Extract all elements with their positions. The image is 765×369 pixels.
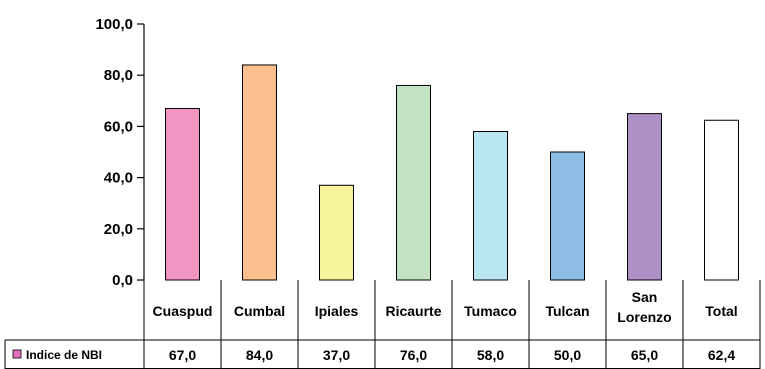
legend-swatch [12,349,22,359]
bar-san-lorenzo [627,113,662,281]
data-label: 37,0 [323,347,350,363]
bar-cumbal [242,64,277,281]
category-label: Tulcan [545,303,589,319]
data-label: 58,0 [477,347,504,363]
data-label: 67,0 [169,347,196,363]
category-label: Lorenzo [617,309,671,325]
category-label: San [632,289,658,305]
bar-ipiales [319,184,354,281]
data-table: Cuaspud Cumbal Ipiales Ricaurte Tumaco Tulcan… [4,280,761,369]
y-tick-label: 40,0 [104,170,133,187]
data-label: 65,0 [631,347,658,363]
y-axis: 0,0 20,0 40,0 60,0 80,0 100,0 [95,16,145,289]
category-label: Tumaco [464,303,517,319]
category-label: Cuaspud [153,303,213,319]
legend-label: Indice de NBI [26,348,102,362]
category-label: Cumbal [234,303,285,319]
bar-total [704,119,739,281]
bar-tumaco [473,131,508,281]
category-label: Ricaurte [385,303,441,319]
bar-ricaurte [396,84,431,281]
data-label: 62,4 [708,347,735,363]
bar-tulcan [550,151,585,281]
category-label: Ipiales [315,303,359,319]
y-tick-label: 20,0 [104,221,133,238]
y-tick-label: 0,0 [112,272,133,289]
bars [165,64,739,281]
y-tick-label: 80,0 [104,67,133,84]
category-label: Total [705,303,737,319]
data-label: 50,0 [554,347,581,363]
y-tick-label: 100,0 [95,16,133,33]
data-label: 84,0 [246,347,273,363]
data-label: 76,0 [400,347,427,363]
bar-cuaspud [165,107,200,281]
y-tick-label: 60,0 [104,118,133,135]
